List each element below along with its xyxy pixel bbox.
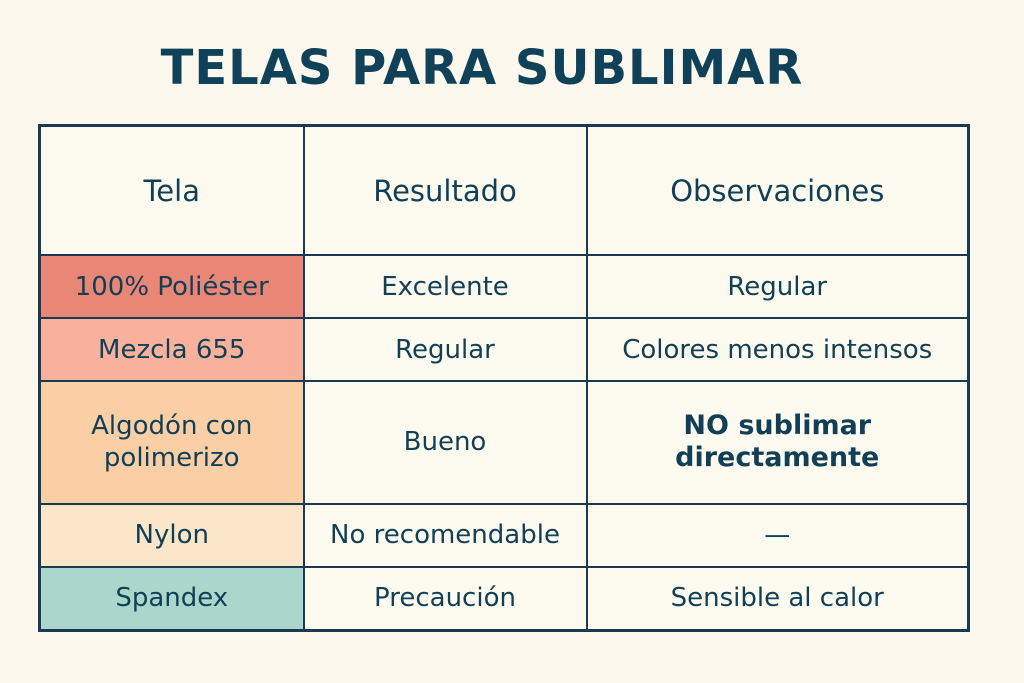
table-header-row: Tela Resultado Observaciones bbox=[38, 124, 970, 257]
page-title: TELAS PARA SUBLIMAR bbox=[160, 40, 804, 96]
cell-observaciones: Regular bbox=[585, 254, 970, 320]
cell-tela: Algodón con polimerizo bbox=[38, 380, 305, 505]
table-row: Mezcla 655 Regular Colores menos intensos bbox=[38, 317, 970, 383]
cell-resultado: No recomendable bbox=[302, 502, 588, 568]
cell-observaciones: — bbox=[585, 502, 970, 568]
cell-tela: Mezcla 655 bbox=[38, 317, 305, 383]
cell-resultado: Regular bbox=[302, 317, 588, 383]
table-row: Nylon No recomendable — bbox=[38, 502, 970, 568]
cell-resultado: Precaución bbox=[302, 565, 588, 632]
header-resultado: Resultado bbox=[302, 124, 588, 257]
cell-tela: Nylon bbox=[38, 502, 305, 568]
table-row: Algodón con polimerizo Bueno NO sublimar d… bbox=[38, 380, 970, 505]
fabrics-table: Tela Resultado Observaciones 100% Poliés… bbox=[38, 124, 970, 632]
cell-resultado: Bueno bbox=[302, 380, 588, 505]
table-row: Spandex Precaución Sensible al calor bbox=[38, 565, 970, 632]
cell-resultado: Excelente bbox=[302, 254, 588, 320]
cell-tela: Spandex bbox=[38, 565, 305, 632]
cell-observaciones: NO sublimar directamente bbox=[585, 380, 970, 505]
cell-observaciones: Colores menos intensos bbox=[585, 317, 970, 383]
table-row: 100% Poliéster Excelente Regular bbox=[38, 254, 970, 320]
header-tela: Tela bbox=[38, 124, 305, 257]
cell-tela: 100% Poliéster bbox=[38, 254, 305, 320]
cell-observaciones: Sensible al calor bbox=[585, 565, 970, 632]
header-observaciones: Observaciones bbox=[585, 124, 970, 257]
